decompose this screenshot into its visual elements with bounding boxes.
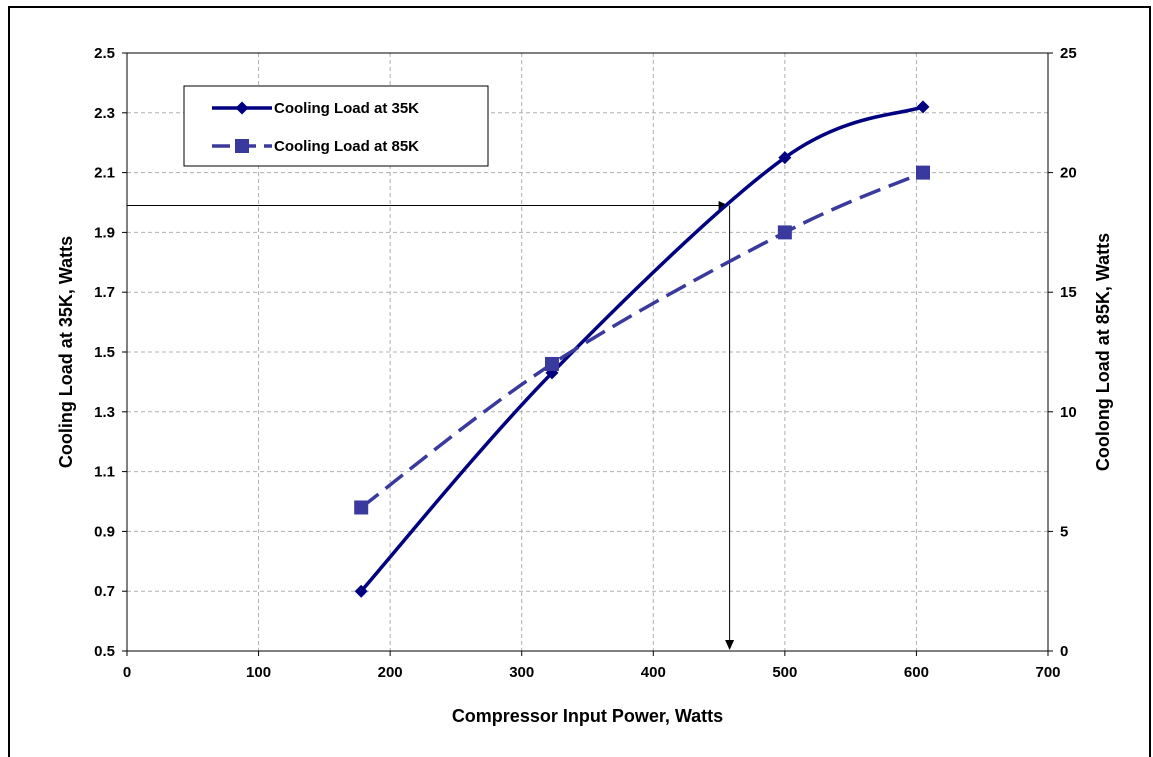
y-right-tick-label: 0 xyxy=(1060,643,1068,660)
arrowhead-down xyxy=(725,640,735,650)
y-left-tick-label: 1.9 xyxy=(94,224,115,241)
y-left-tick-label: 1.5 xyxy=(94,344,115,361)
data-point xyxy=(544,356,559,371)
series-2 xyxy=(354,165,931,515)
y-right-tick-label: 20 xyxy=(1060,165,1077,182)
y-left-tick-label: 0.7 xyxy=(94,583,115,600)
legend-label: Cooling Load at 35K xyxy=(274,100,419,117)
series-1 xyxy=(354,100,930,598)
y-left-tick-label: 0.9 xyxy=(94,523,115,540)
y-left-axis-title: Cooling Load at 35K, Watts xyxy=(56,236,76,468)
x-tick-label: 400 xyxy=(641,664,666,681)
legend-box xyxy=(183,85,489,167)
y-right-tick-label: 25 xyxy=(1060,45,1077,62)
y-right-tick-label: 15 xyxy=(1060,284,1077,301)
annotation xyxy=(127,200,735,650)
y-left-tick-label: 1.1 xyxy=(94,464,115,481)
x-tick-label: 200 xyxy=(378,664,403,681)
series xyxy=(354,100,931,598)
y-right-tick-label: 10 xyxy=(1060,404,1077,421)
y-right-axis-title: Coolong Load at 85K, Watts xyxy=(1093,233,1113,471)
x-tick-label: 600 xyxy=(904,664,929,681)
series-line xyxy=(360,170,924,509)
x-tick-label: 700 xyxy=(1035,664,1060,681)
data-point xyxy=(916,100,930,114)
x-tick-label: 0 xyxy=(123,664,131,681)
legend-label: Cooling Load at 85K xyxy=(274,138,419,155)
x-tick-label: 500 xyxy=(772,664,797,681)
legend-marker xyxy=(235,139,249,153)
data-point xyxy=(777,225,792,240)
y-left-tick-label: 0.5 xyxy=(94,643,115,660)
data-point xyxy=(916,165,931,180)
x-tick-label: 100 xyxy=(246,664,271,681)
data-point xyxy=(778,151,792,165)
y-left-tick-label: 1.7 xyxy=(94,284,115,301)
x-axis-title: Compressor Input Power, Watts xyxy=(452,706,723,726)
data-point xyxy=(354,584,368,598)
y-right-tick-label: 5 xyxy=(1060,523,1068,540)
legend-marker xyxy=(235,101,249,115)
y-left-tick-label: 2.5 xyxy=(94,45,115,62)
data-point xyxy=(354,500,369,515)
y-left-tick-label: 2.1 xyxy=(94,165,115,182)
x-tick-label: 300 xyxy=(509,664,534,681)
y-left-tick-label: 1.3 xyxy=(94,404,115,421)
y-left-tick-label: 2.3 xyxy=(94,105,115,122)
chart-border xyxy=(8,6,1151,757)
axes: 0 100 200 300 400 500 600 7000.50.70.91.11.31.5… xyxy=(56,45,1113,726)
series-line xyxy=(359,105,924,593)
legend: Cooling Load at 35K Cooling Load at 85K xyxy=(183,85,489,167)
